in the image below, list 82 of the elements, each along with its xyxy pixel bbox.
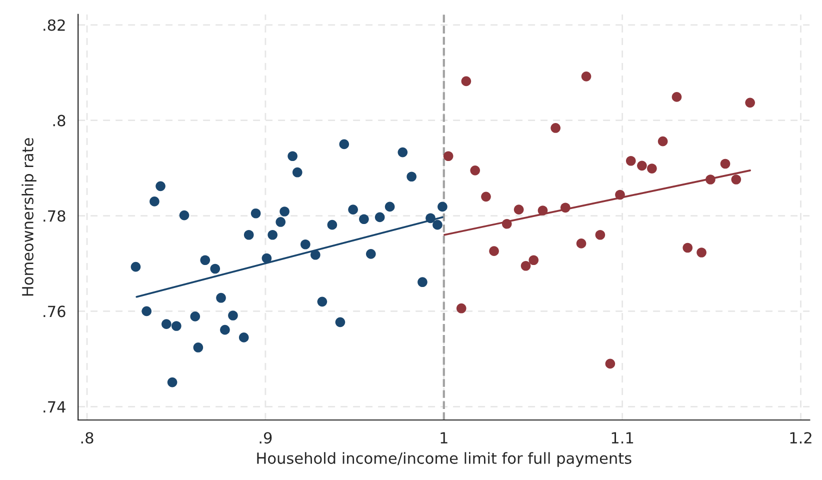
point: [162, 319, 172, 329]
y-tick-label: .82: [44, 19, 65, 31]
point: [190, 312, 200, 322]
point: [615, 190, 625, 200]
point: [595, 230, 606, 240]
point: [443, 151, 454, 162]
point: [502, 218, 512, 229]
point: [514, 204, 524, 214]
point: [244, 230, 254, 240]
point: [179, 210, 190, 220]
x-tick-label: .8: [81, 432, 94, 444]
point: [280, 206, 290, 216]
point: [228, 310, 238, 320]
point: [167, 377, 178, 388]
y-tick-label: .78: [44, 210, 66, 222]
x-tick-label: 1.2: [790, 432, 812, 444]
point: [720, 158, 730, 169]
point: [461, 76, 472, 86]
point: [310, 250, 320, 260]
point: [216, 292, 226, 303]
point: [374, 212, 385, 222]
point: [470, 166, 480, 176]
point: [150, 196, 160, 206]
point: [538, 206, 548, 216]
point: [398, 147, 408, 158]
point: [384, 202, 395, 212]
point: [581, 72, 592, 82]
point: [366, 249, 376, 259]
point: [706, 174, 716, 184]
point: [238, 332, 249, 342]
point: [348, 204, 358, 214]
point: [550, 123, 560, 133]
x-tick-label: 1.1: [612, 432, 634, 444]
point: [745, 98, 755, 108]
point: [250, 208, 261, 218]
point: [418, 277, 428, 288]
point: [276, 217, 286, 227]
point: [696, 248, 706, 258]
point: [647, 164, 657, 174]
point: [210, 264, 220, 274]
point: [672, 92, 682, 102]
point: [288, 151, 298, 162]
point: [262, 253, 272, 264]
point: [193, 342, 204, 352]
y-tick-label: .76: [44, 306, 66, 318]
x-axis-title: Household income/income limit for full payments: [257, 452, 632, 467]
y-tick-label: .8: [53, 114, 66, 126]
point: [426, 213, 436, 224]
point: [335, 317, 346, 328]
point: [489, 246, 499, 256]
y-axis-title: Homeownership rate: [22, 138, 36, 296]
point: [626, 156, 636, 166]
point: [130, 262, 141, 272]
point: [528, 255, 539, 266]
point: [156, 181, 166, 192]
point: [605, 358, 616, 369]
point: [327, 220, 338, 230]
point: [576, 238, 586, 248]
point: [406, 172, 416, 182]
point: [637, 160, 647, 171]
point: [520, 260, 531, 271]
point: [171, 321, 182, 331]
point: [339, 139, 350, 150]
x-tick-label: .9: [260, 432, 272, 444]
point: [456, 303, 466, 314]
point: [432, 220, 442, 230]
point: [268, 230, 278, 240]
point: [317, 296, 328, 307]
point: [200, 255, 210, 266]
point: [438, 202, 448, 212]
point: [731, 174, 742, 184]
x-tick-label: 1: [440, 432, 448, 444]
point: [300, 239, 310, 250]
point: [481, 192, 491, 202]
point: [560, 202, 570, 213]
point: [292, 167, 302, 178]
point: [220, 324, 230, 335]
point: [142, 306, 152, 316]
point: [359, 214, 369, 224]
point: [682, 242, 693, 253]
y-tick-label: .74: [44, 401, 66, 412]
point: [658, 136, 668, 146]
